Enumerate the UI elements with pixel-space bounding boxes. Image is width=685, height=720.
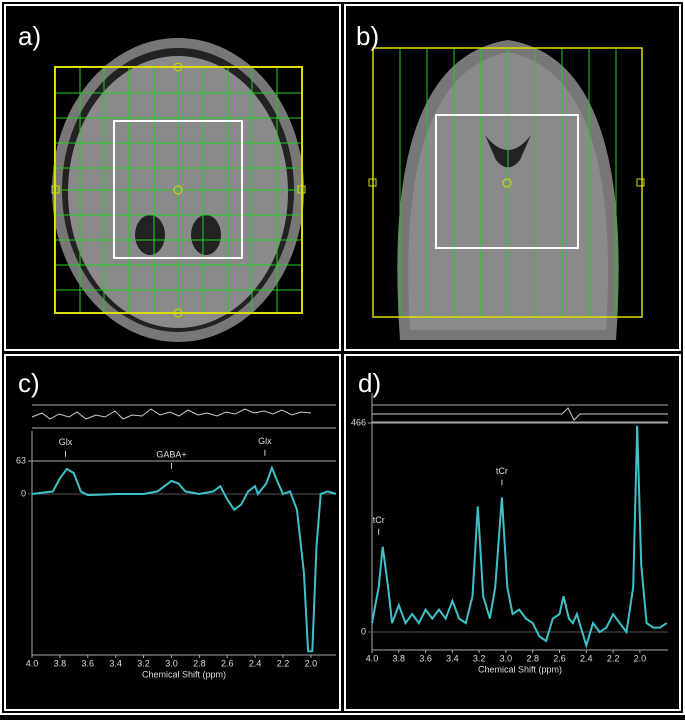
x-tick-label: 4.0	[26, 658, 39, 668]
annotation: GABA+	[156, 449, 186, 459]
x-tick-label: 3.6	[82, 658, 95, 668]
annotation: tCr	[373, 515, 385, 525]
x-axis-title: Chemical Shift (ppm)	[478, 664, 562, 674]
x-tick-label: 3.4	[109, 658, 122, 668]
x-tick-label: 3.6	[419, 653, 432, 663]
x-tick-label: 3.8	[54, 658, 67, 668]
x-tick-label: 3.0	[500, 653, 513, 663]
x-axis-title: Chemical Shift (ppm)	[142, 669, 226, 679]
x-tick-label: 2.0	[634, 653, 647, 663]
x-tick-label: 3.0	[165, 658, 178, 668]
x-tick-label: 2.2	[277, 658, 290, 668]
y-tick-label: 466	[351, 417, 366, 427]
x-tick-label: 2.6	[221, 658, 234, 668]
spectrum-fit	[31, 464, 337, 653]
y-tick-label: 63	[16, 455, 26, 465]
axial-mri	[51, 38, 306, 342]
x-tick-label: 3.4	[446, 653, 459, 663]
x-tick-label: 2.2	[607, 653, 620, 663]
annotation: tCr	[496, 466, 508, 476]
x-tick-label: 2.0	[305, 658, 318, 668]
x-tick-label: 2.4	[249, 658, 262, 668]
panel-label: a)	[18, 21, 41, 51]
residual-boxes	[31, 404, 668, 429]
panel-borders	[4, 4, 681, 711]
x-tick-label: 2.8	[193, 658, 206, 668]
x-tick-label: 2.4	[580, 653, 593, 663]
y-tick-label: 0	[361, 626, 366, 636]
x-tick-label: 2.6	[553, 653, 566, 663]
x-tick-label: 3.2	[473, 653, 486, 663]
x-tick-label: 3.8	[393, 653, 406, 663]
panel-label: d)	[358, 368, 381, 398]
x-tick-label: 3.2	[137, 658, 150, 668]
annotation: Glx	[59, 437, 73, 447]
x-tick-label: 4.0	[366, 653, 379, 663]
x-tick-label: 2.8	[526, 653, 539, 663]
coronal-mri	[368, 40, 645, 340]
panel-label: c)	[18, 368, 40, 398]
panel-label: b)	[356, 21, 379, 51]
annotation: Glx	[258, 436, 272, 446]
y-tick-label: 0	[21, 488, 26, 498]
spectrum-fit	[371, 425, 668, 649]
